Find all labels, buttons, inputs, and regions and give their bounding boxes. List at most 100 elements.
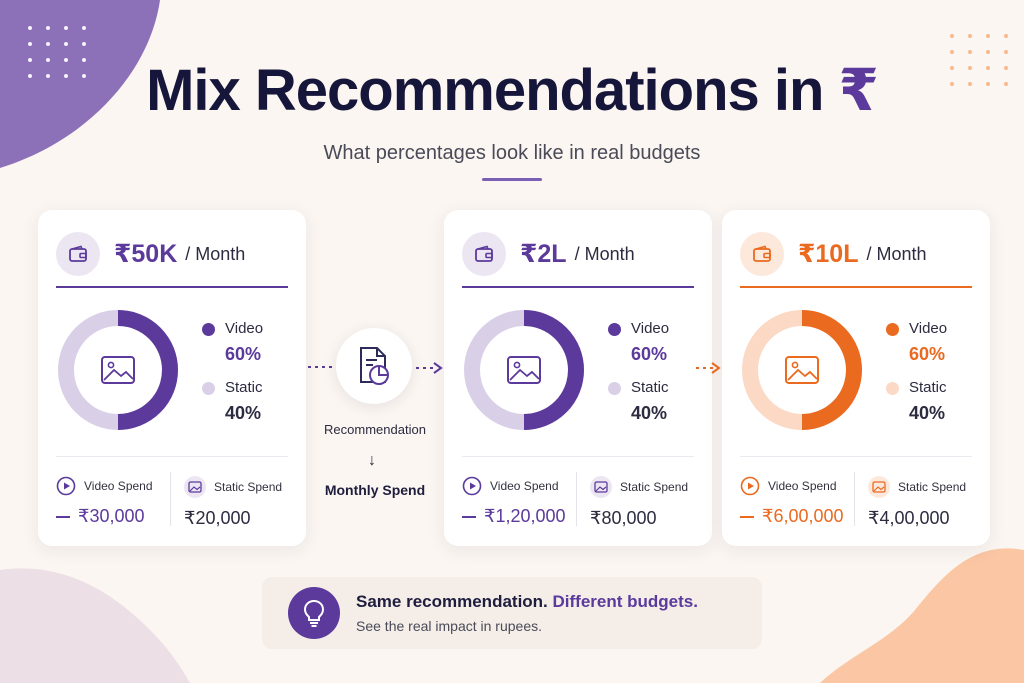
legend-value-static: 40% [909, 403, 946, 423]
play-icon [740, 476, 760, 496]
card-footer-rule [56, 456, 288, 457]
legend-item-static: Static 40% [202, 379, 263, 424]
static-spend-label: Static Spend [214, 480, 283, 494]
budget-period: / Month [866, 243, 927, 264]
title-rupee-symbol: ₹ [838, 58, 879, 123]
legend-item-video: Video 60% [608, 320, 669, 365]
video-spend-label-row: Video Spend [56, 476, 153, 496]
card-footer-divider [170, 472, 171, 526]
video-spend-value-row: ₹30,000 [56, 506, 153, 527]
legend-dot-video [886, 323, 899, 336]
legend-value-video: 60% [631, 344, 668, 364]
legend-dot-static [202, 382, 215, 395]
mix-legend: Video 60% Static 40% [886, 320, 947, 438]
video-spend-label-row: Video Spend [462, 476, 566, 496]
card-header-rule [740, 286, 972, 288]
callout-main-text: Same recommendation. [356, 592, 548, 611]
wallet-badge [56, 232, 100, 276]
spend-dash [740, 515, 754, 518]
play-icon [462, 476, 482, 496]
wallet-badge [462, 232, 506, 276]
legend-item-video: Video 60% [202, 320, 263, 365]
mix-legend: Video 60% Static 40% [202, 320, 263, 438]
card-footer-divider [854, 472, 855, 526]
video-spend-value-row: ₹6,00,000 [740, 506, 844, 527]
card-footer-rule [462, 456, 694, 457]
video-spend-label: Video Spend [768, 479, 837, 493]
legend-text-static: Static 40% [631, 379, 669, 424]
bottom-right-blob [820, 548, 1024, 683]
video-spend-block: Video Spend ₹1,20,000 [462, 476, 566, 527]
legend-text-video: Video 60% [225, 320, 263, 365]
wallet-icon [753, 245, 771, 262]
budget-card-10l: ₹10L / Month Video 60% Static 40% Video Spend ₹… [722, 210, 990, 546]
card-footer-divider [576, 472, 577, 526]
video-spend-label-row: Video Spend [740, 476, 844, 496]
legend-value-video: 60% [909, 344, 946, 364]
legend-value-static: 40% [631, 403, 668, 423]
donut-video-segment [117, 310, 178, 430]
budget-amount: ₹50K [114, 240, 178, 268]
legend-text-video: Video 60% [631, 320, 669, 365]
static-icon-badge [184, 476, 206, 498]
budget-amount: ₹2L [520, 240, 567, 268]
monthly-spend-label: Monthly Spend [324, 482, 426, 498]
recommendation-label: Recommendation [324, 422, 426, 437]
mix-donut-chart [58, 310, 178, 430]
static-icon-badge [868, 476, 890, 498]
legend-item-static: Static 40% [886, 379, 947, 424]
wallet-icon [69, 245, 87, 262]
play-icon [56, 476, 76, 496]
static-icon-badge [590, 476, 612, 498]
video-spend-block: Video Spend ₹6,00,000 [740, 476, 844, 527]
callout-main: Same recommendation. Different budgets. [356, 592, 698, 612]
title-text: Mix Recommendations in [146, 58, 839, 123]
card-header-rule [56, 286, 288, 288]
card-footer-rule [740, 456, 972, 457]
image-icon [785, 356, 819, 384]
legend-label-static: Static [225, 379, 263, 396]
wallet-icon [475, 245, 493, 262]
donut-video-segment [801, 310, 862, 430]
lightbulb-icon [303, 599, 325, 627]
video-spend-value: ₹1,20,000 [484, 506, 566, 526]
legend-text-video: Video 60% [909, 320, 947, 365]
static-spend-label-row: Static Spend [184, 476, 282, 498]
connector-arrow-right [416, 362, 443, 374]
mix-donut-chart [464, 310, 584, 430]
connector-arrow-orange [696, 362, 721, 374]
card-header: ₹2L / Month [462, 230, 694, 278]
legend-value-video: 60% [225, 344, 262, 364]
mix-legend: Video 60% Static 40% [608, 320, 669, 438]
legend-item-video: Video 60% [886, 320, 947, 365]
recommendation-badge [336, 328, 412, 404]
static-spend-block: Static Spend ₹80,000 [590, 476, 688, 529]
legend-label-static: Static [909, 379, 947, 396]
wallet-badge [740, 232, 784, 276]
legend-label-video: Video [225, 320, 264, 337]
legend-label-video: Video [909, 320, 948, 337]
budget-card-2l: ₹2L / Month Video 60% Static 40% Video Spend ₹1… [444, 210, 712, 546]
title-underline [482, 178, 542, 181]
dot-pattern-right [950, 34, 1010, 86]
callout-text: Same recommendation. Different budgets. … [356, 592, 698, 634]
image-icon [872, 481, 886, 493]
legend-item-static: Static 40% [608, 379, 669, 424]
static-spend-label: Static Spend [620, 480, 689, 494]
static-spend-block: Static Spend ₹4,00,000 [868, 476, 966, 529]
legend-text-static: Static 40% [225, 379, 263, 424]
lightbulb-badge [288, 587, 340, 639]
static-spend-block: Static Spend ₹20,000 [184, 476, 282, 529]
callout-accent-text: Different budgets. [552, 592, 698, 611]
page-title: Mix Recommendations in ₹ [0, 56, 1024, 124]
legend-text-static: Static 40% [909, 379, 947, 424]
connector-left [308, 366, 336, 368]
spend-dash [462, 515, 476, 518]
legend-dot-static [608, 382, 621, 395]
legend-dot-static [886, 382, 899, 395]
budget-amount: ₹10L [798, 240, 859, 268]
legend-value-static: 40% [225, 403, 262, 423]
image-icon [101, 356, 135, 384]
budget-card-50k: ₹50K / Month Video 60% Static 40% Video Spend ₹… [38, 210, 306, 546]
card-header-rule [462, 286, 694, 288]
